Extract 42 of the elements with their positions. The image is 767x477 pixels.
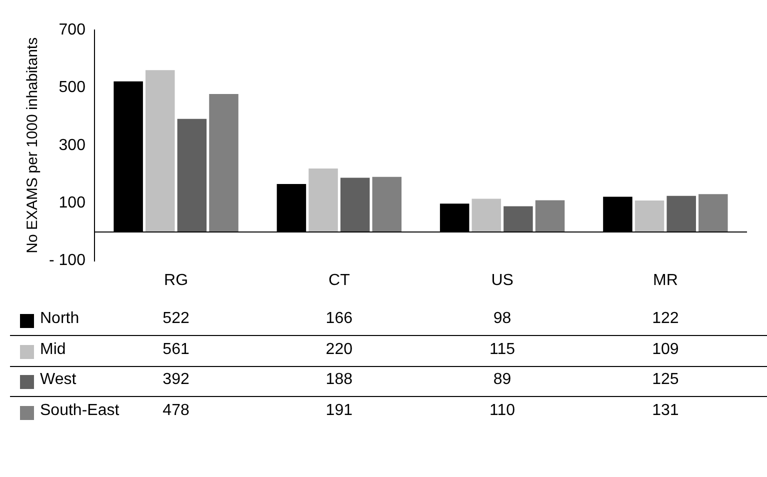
x-tick-label: RG [164, 272, 188, 289]
bar [340, 178, 370, 232]
data-label: 478 [162, 402, 190, 420]
legend-label: Mid [40, 340, 66, 358]
bar [308, 168, 338, 232]
x-tick-label: US [491, 272, 514, 289]
legend-label: West [40, 371, 76, 389]
data-label: 392 [162, 371, 190, 389]
data-label: 89 [493, 371, 512, 389]
bar [472, 198, 502, 232]
y-axis-title: No EXAMS per 1000 inhabitants [24, 37, 42, 254]
y-tick-label: 300 [58, 136, 86, 154]
y-tick-label: 700 [58, 21, 86, 38]
y-tick-label: 100 [58, 194, 86, 212]
data-label: 522 [162, 310, 190, 328]
x-tick-label: MR [652, 272, 678, 289]
y-tick-label: - 100 [49, 252, 86, 270]
data-label: 115 [490, 340, 516, 358]
bar [634, 200, 664, 232]
data-label: 122 [652, 310, 679, 328]
legend-label: North [40, 310, 80, 328]
data-label: 110 [490, 402, 516, 420]
y-tick-label: 500 [58, 79, 86, 96]
data-label: 188 [326, 371, 353, 389]
bar [698, 194, 728, 232]
bar [372, 176, 402, 232]
data-label: 166 [326, 310, 353, 328]
data-label: 191 [326, 402, 353, 420]
x-tick-label: CT [328, 272, 350, 289]
bar [504, 206, 533, 232]
data-label: 125 [652, 371, 679, 389]
legend-label: South-East [40, 402, 120, 420]
data-label: 220 [326, 340, 353, 358]
data-label: 109 [652, 340, 679, 358]
bar [535, 200, 565, 232]
data-label: 98 [493, 310, 512, 328]
data-label: 561 [162, 340, 190, 358]
bar [145, 70, 175, 232]
bar [209, 94, 238, 232]
bar [666, 196, 696, 232]
bar [177, 118, 207, 232]
data-label: 131 [652, 402, 679, 420]
